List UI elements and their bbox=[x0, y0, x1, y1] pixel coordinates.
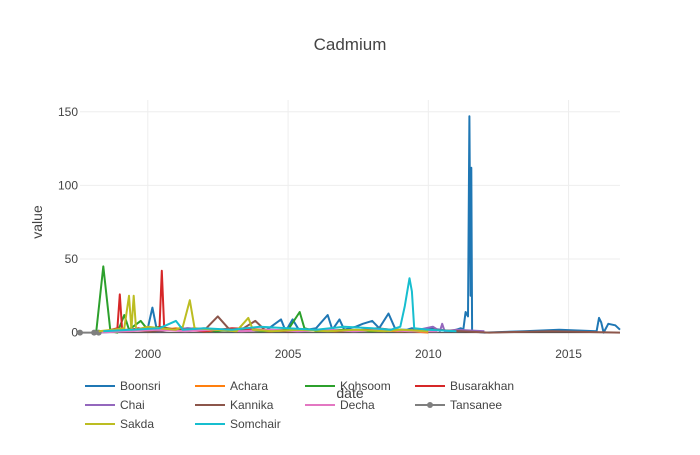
x-axis-title: date bbox=[336, 385, 363, 401]
legend-marker-tansanee bbox=[427, 402, 433, 408]
legend-item-achara[interactable]: Achara bbox=[195, 379, 268, 393]
x-tick-label: 2010 bbox=[415, 347, 442, 361]
series-line-somchair bbox=[103, 277, 457, 333]
series-point-tansanee bbox=[77, 329, 83, 336]
y-tick-label: 100 bbox=[58, 178, 78, 192]
series-line-sakda bbox=[98, 294, 429, 333]
legend[interactable]: Boonsri Achara Kohsoom Busarakhan Chai Kannik… bbox=[85, 379, 514, 431]
legend-label-boonsri: Boonsri bbox=[120, 379, 161, 393]
legend-item-boonsri[interactable]: Boonsri bbox=[85, 379, 161, 393]
y-tick-label: 50 bbox=[65, 252, 79, 266]
legend-item-busarakhan[interactable]: Busarakhan bbox=[415, 379, 514, 393]
legend-label-busarakhan: Busarakhan bbox=[450, 379, 514, 393]
y-tick-label: 0 bbox=[71, 326, 78, 340]
series-group bbox=[77, 115, 621, 336]
legend-label-kohsoom: Kohsoom bbox=[340, 379, 391, 393]
legend-item-chai[interactable]: Chai bbox=[85, 398, 145, 412]
legend-label-kannika: Kannika bbox=[230, 398, 274, 412]
gridlines bbox=[80, 100, 620, 340]
legend-item-kannika[interactable]: Kannika bbox=[195, 398, 274, 412]
legend-label-achara: Achara bbox=[230, 379, 268, 393]
chart-title: Cadmium bbox=[314, 35, 387, 54]
legend-label-sakda: Sakda bbox=[120, 417, 154, 431]
legend-label-decha: Decha bbox=[340, 398, 375, 412]
legend-label-somchair: Somchair bbox=[230, 417, 281, 431]
x-tick-label: 2015 bbox=[555, 347, 582, 361]
legend-label-chai: Chai bbox=[120, 398, 145, 412]
legend-item-tansanee[interactable]: Tansanee bbox=[415, 398, 502, 412]
x-tick-label: 2005 bbox=[275, 347, 302, 361]
x-tick-label: 2000 bbox=[134, 347, 161, 361]
x-axis-ticks: 2000 2005 2010 2015 bbox=[134, 347, 582, 361]
legend-item-somchair[interactable]: Somchair bbox=[195, 417, 281, 431]
legend-item-decha[interactable]: Decha bbox=[305, 398, 375, 412]
legend-item-kohsoom[interactable]: Kohsoom bbox=[305, 379, 391, 393]
legend-item-sakda[interactable]: Sakda bbox=[85, 417, 154, 431]
y-axis-ticks: 0 50 100 150 bbox=[58, 105, 78, 340]
y-axis-title: value bbox=[29, 205, 45, 239]
series-point-tansanee bbox=[91, 329, 98, 336]
y-tick-label: 150 bbox=[58, 105, 78, 119]
legend-label-tansanee: Tansanee bbox=[450, 398, 502, 412]
